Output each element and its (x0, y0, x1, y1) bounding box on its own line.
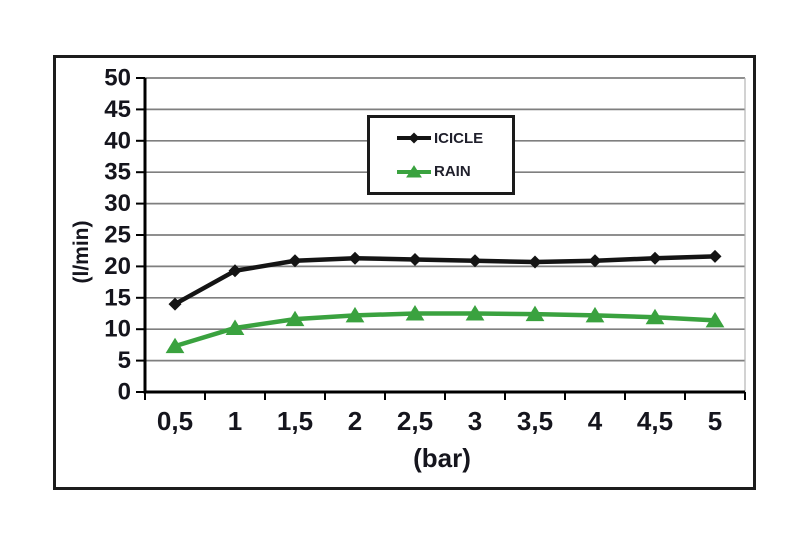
icicle-data-point-marker (408, 252, 422, 266)
rain-data-point-marker (405, 305, 425, 321)
icicle-line (172, 254, 718, 307)
x-tick-label: 1,5 (277, 406, 313, 436)
y-tick-label: 0 (118, 379, 131, 406)
x-tick-label: 4,5 (637, 406, 673, 436)
legend-entry-icicle: ICICLE (370, 125, 512, 151)
rain-data-point-marker (225, 319, 245, 335)
series-lines (165, 249, 725, 354)
rain-data-point-marker (465, 305, 485, 321)
y-tick-label: 10 (104, 316, 131, 343)
icicle-line-marker-icon (397, 132, 431, 144)
legend-entry-rain: RAIN (370, 159, 512, 185)
tick-labels: 0 5 10 15 20 25 30 35 40 45 50 0,5 1 1,5 2 2,5 3 3,5 4 4,5 5 (104, 65, 722, 437)
rain-line (172, 311, 718, 349)
icicle-data-point-marker (288, 254, 302, 268)
x-tick-label: 1 (228, 406, 242, 436)
y-tick-label: 25 (104, 222, 131, 249)
y-tick-label: 50 (104, 65, 131, 92)
rain-data-point-marker (285, 310, 305, 327)
y-tick-label: 45 (104, 96, 131, 123)
icicle-data-point-marker (528, 255, 542, 269)
y-tick-label: 30 (104, 190, 131, 217)
x-tick-label: 3,5 (517, 406, 553, 436)
x-tick-label: 4 (588, 406, 603, 436)
rain-data-point-marker (165, 337, 185, 354)
rain-data-point-marker (525, 305, 545, 322)
icicle-data-point-marker (588, 254, 602, 268)
legend-label-icicle: ICICLE (434, 129, 484, 147)
legend: ICICLE RAIN (367, 115, 515, 195)
x-tick-label: 5 (708, 406, 722, 436)
rain-data-point-marker (585, 306, 605, 323)
x-tick-label: 2 (348, 406, 362, 436)
x-tick-label: 0,5 (157, 406, 193, 436)
y-tick-label: 40 (104, 127, 131, 154)
icicle-data-point-marker (708, 249, 722, 263)
y-axis-title: (l/min) (70, 220, 93, 284)
y-tick-label: 35 (104, 159, 131, 186)
y-tick-label: 15 (104, 284, 131, 311)
icicle-data-point-marker (648, 251, 662, 265)
gridlines (145, 77, 746, 392)
x-axis-title: (bar) (413, 443, 471, 473)
y-tick-label: 5 (118, 347, 131, 374)
legend-sample-marker (408, 132, 420, 144)
legend-label-rain: RAIN (434, 163, 471, 181)
legend-sample-marker (406, 164, 422, 178)
icicle-data-point-marker (348, 251, 362, 265)
x-tick-label: 3 (468, 406, 482, 436)
rain-data-point-marker (705, 311, 725, 328)
icicle-data-point-marker (228, 264, 242, 278)
x-tick-label: 2,5 (397, 406, 433, 436)
axes (136, 77, 746, 400)
rain-data-point-marker (345, 306, 365, 323)
rain-data-point-marker (645, 308, 665, 325)
icicle-data-point-marker (468, 254, 482, 268)
rain-line-marker-icon (397, 164, 431, 178)
y-tick-label: 20 (104, 253, 131, 280)
icicle-data-point-marker (168, 297, 182, 311)
